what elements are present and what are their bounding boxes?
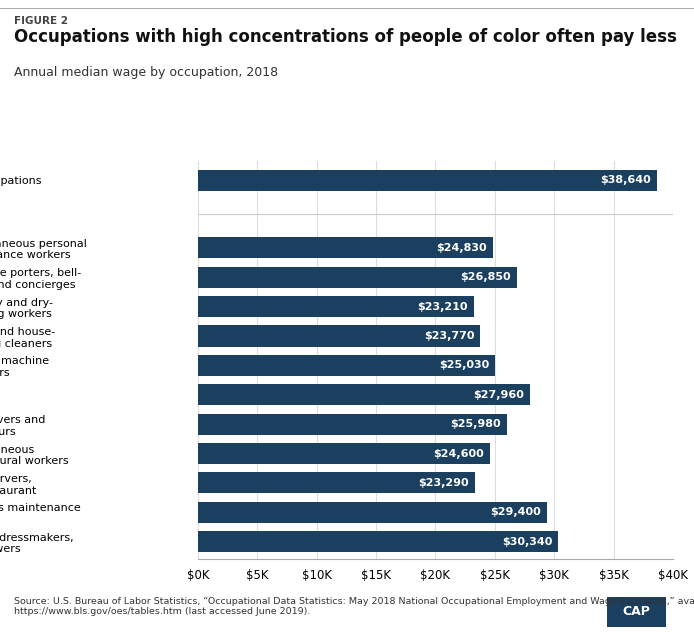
Text: Occupations with high concentrations of people of color often pay less: Occupations with high concentrations of …: [14, 28, 677, 46]
Text: $25,030: $25,030: [439, 360, 489, 370]
Text: $23,290: $23,290: [418, 478, 468, 488]
Text: $38,640: $38,640: [600, 175, 651, 185]
Text: FIGURE 2: FIGURE 2: [14, 16, 68, 26]
Text: $23,770: $23,770: [424, 331, 474, 341]
Text: $27,960: $27,960: [473, 390, 524, 400]
Text: $25,980: $25,980: [450, 419, 500, 429]
Text: $24,830: $24,830: [437, 243, 487, 253]
Text: $26,850: $26,850: [460, 272, 511, 283]
Text: CAP: CAP: [623, 605, 651, 618]
Text: $29,400: $29,400: [491, 507, 541, 518]
Bar: [198, 169, 657, 191]
Bar: [198, 502, 547, 523]
Text: Annual median wage by occupation, 2018: Annual median wage by occupation, 2018: [14, 66, 278, 80]
Bar: [198, 267, 517, 288]
Text: $30,340: $30,340: [502, 537, 552, 547]
Text: $24,600: $24,600: [434, 449, 484, 459]
Bar: [198, 325, 480, 346]
Bar: [198, 296, 473, 317]
Bar: [198, 413, 507, 435]
Text: $23,210: $23,210: [417, 301, 468, 312]
Bar: [198, 531, 559, 552]
Bar: [198, 237, 493, 258]
Bar: [198, 443, 490, 464]
Bar: [198, 472, 475, 494]
Bar: [198, 384, 530, 405]
Bar: [198, 355, 496, 376]
Text: Source: U.S. Bureau of Labor Statistics, “Occupational Data Statistics: May 2018: Source: U.S. Bureau of Labor Statistics,…: [14, 597, 694, 616]
